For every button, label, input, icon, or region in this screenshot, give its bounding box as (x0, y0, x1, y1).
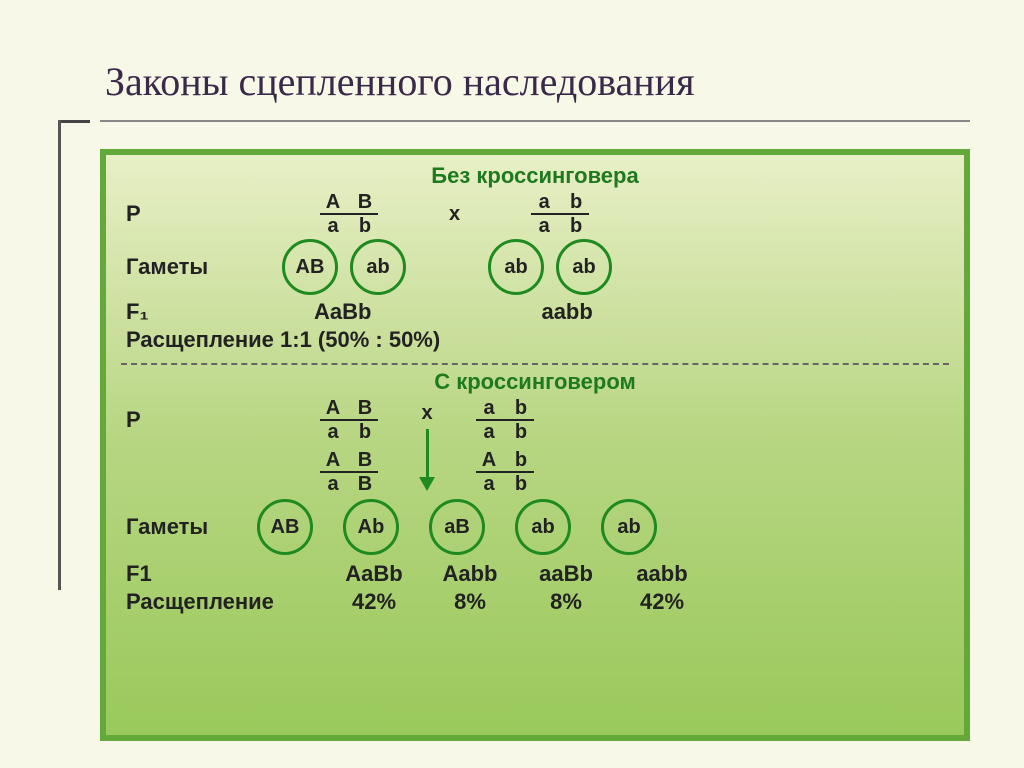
section1-title: Без кроссинговера (126, 163, 944, 189)
parent1-genotype: AB ab (320, 191, 378, 237)
parent1-genotype-r1: AB ab (320, 397, 378, 443)
f1-pct: 8% (518, 589, 614, 615)
section2-gametes-row: Гаметы AB Ab aB ab ab (126, 499, 944, 555)
arrow-down-icon (419, 429, 435, 491)
parent2-genotype-r1: ab ab (476, 397, 534, 443)
gamete-circle: ab (601, 499, 657, 555)
section1-split: Расщепление 1:1 (50% : 50%) (126, 327, 944, 353)
section-divider (121, 363, 949, 365)
rule-main (100, 120, 970, 122)
f1-label: F₁ (126, 299, 246, 325)
slide-title: Законы сцепленного наследования (105, 58, 695, 105)
cross-symbol: x (449, 203, 460, 226)
section1-f1-row: F₁ AaBb aabb (126, 299, 944, 325)
f1-genotype: AaBb (314, 299, 371, 325)
gamete-circle: ab (515, 499, 571, 555)
p-label: P (126, 397, 246, 433)
gamete-circle: AB (257, 499, 313, 555)
f1-genotype: Aabb (422, 561, 518, 587)
f1-pct: 42% (614, 589, 710, 615)
f1-genotype: aabb (541, 299, 592, 325)
f1-pct: 8% (422, 589, 518, 615)
gametes-label: Гаметы (126, 514, 246, 540)
gamete-circle: ab (488, 239, 544, 295)
diagram-frame: Без кроссинговера P AB ab x ab ab Гаметы… (100, 149, 970, 741)
gamete-circle: ab (350, 239, 406, 295)
section1-parents-row: P AB ab x ab ab (126, 191, 944, 237)
section1-gametes-row: Гаметы AB ab ab ab (126, 239, 944, 295)
section2-title: С кроссинговером (126, 369, 944, 395)
gamete-circle: aB (429, 499, 485, 555)
parent1-genotype-r2: AB aB (320, 449, 378, 495)
parent2-genotype: ab ab (531, 191, 589, 237)
split-label: Расщепление (126, 589, 326, 615)
gamete-circle: ab (556, 239, 612, 295)
rule-vertical (58, 120, 61, 590)
rule-accent (58, 120, 90, 123)
section2-split-row: Расщепление 42% 8% 8% 42% (126, 589, 944, 615)
f1-genotype: AaBb (326, 561, 422, 587)
p-label: P (126, 201, 246, 227)
gamete-circle: AB (282, 239, 338, 295)
f1-genotype: aabb (614, 561, 710, 587)
parent2-genotype-r2: Ab ab (476, 449, 534, 495)
gametes-label: Гаметы (126, 254, 246, 280)
gamete-circle: Ab (343, 499, 399, 555)
f1-label: F1 (126, 561, 246, 587)
section2-f1-row: F1 AaBb Aabb aaBb aabb (126, 561, 944, 587)
f1-genotype: aaBb (518, 561, 614, 587)
cross-symbol: x (421, 402, 432, 425)
f1-pct: 42% (326, 589, 422, 615)
section2-parents-row: P AB ab AB aB x a (126, 397, 944, 495)
